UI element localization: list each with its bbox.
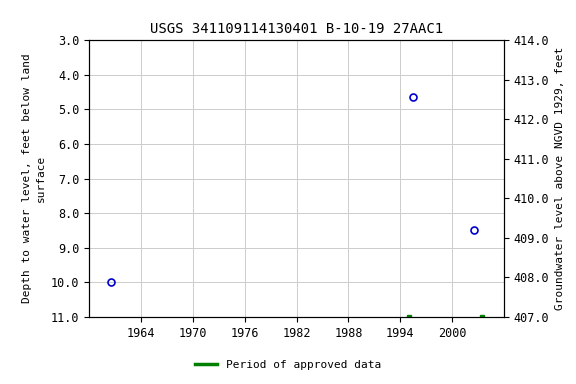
Title: USGS 341109114130401 B-10-19 27AAC1: USGS 341109114130401 B-10-19 27AAC1	[150, 22, 443, 36]
Y-axis label: Depth to water level, feet below land
surface: Depth to water level, feet below land su…	[21, 54, 46, 303]
Legend: Period of approved data: Period of approved data	[191, 356, 385, 375]
Y-axis label: Groundwater level above NGVD 1929, feet: Groundwater level above NGVD 1929, feet	[555, 47, 565, 310]
